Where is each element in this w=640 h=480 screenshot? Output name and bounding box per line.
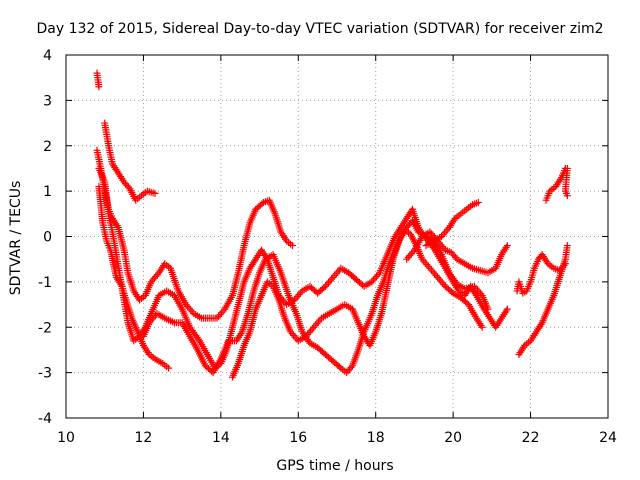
grid-lines: [66, 55, 608, 418]
data-point: [95, 83, 103, 91]
series-track-k: [515, 242, 571, 358]
y-tick-label: 4: [43, 48, 52, 64]
data-point: [563, 192, 571, 200]
data-point: [320, 284, 328, 292]
data-point: [165, 364, 173, 372]
x-tick-label: 18: [367, 430, 385, 446]
y-axis-label: SDTVAR / TECUs: [8, 181, 24, 296]
x-tick-label: 12: [135, 430, 153, 446]
data-point: [194, 335, 202, 343]
y-tick-label: -1: [38, 275, 52, 291]
series-track-i: [422, 198, 482, 250]
chart-title: Day 132 of 2015, Sidereal Day-to-day VTE…: [37, 21, 604, 37]
series-track-d: [101, 119, 159, 204]
data-point: [484, 305, 492, 313]
data-point: [563, 242, 571, 250]
series-track-a: [93, 69, 103, 91]
x-tick-label: 16: [289, 430, 307, 446]
series-track-h: [403, 228, 511, 277]
x-tick-label: 10: [57, 430, 75, 446]
series-track-l: [542, 164, 571, 204]
data-point: [347, 364, 355, 372]
data-point: [503, 242, 511, 250]
x-tick-label: 14: [212, 430, 230, 446]
y-tick-label: 1: [43, 184, 52, 200]
data-point: [288, 242, 296, 250]
data-point: [474, 198, 482, 206]
series-track-e: [95, 183, 173, 372]
x-tick-label: 24: [599, 430, 617, 446]
x-tick-label: 20: [444, 430, 462, 446]
y-tick-label: -2: [38, 320, 52, 336]
y-tick-label: 2: [43, 139, 52, 155]
series-track-g: [228, 226, 486, 381]
data-point: [503, 305, 511, 313]
plot-frame: [65, 54, 609, 419]
y-tick-label: 3: [43, 93, 52, 109]
data-point: [124, 183, 132, 191]
y-tick-label: 0: [43, 230, 52, 246]
data-points: [93, 69, 571, 381]
y-tick-label: -4: [38, 411, 52, 427]
x-tick-label: 22: [522, 430, 540, 446]
y-tick-label: -3: [38, 366, 52, 382]
data-point: [151, 189, 159, 197]
x-axis-label: GPS time / hours: [276, 458, 393, 474]
data-point: [478, 323, 486, 331]
